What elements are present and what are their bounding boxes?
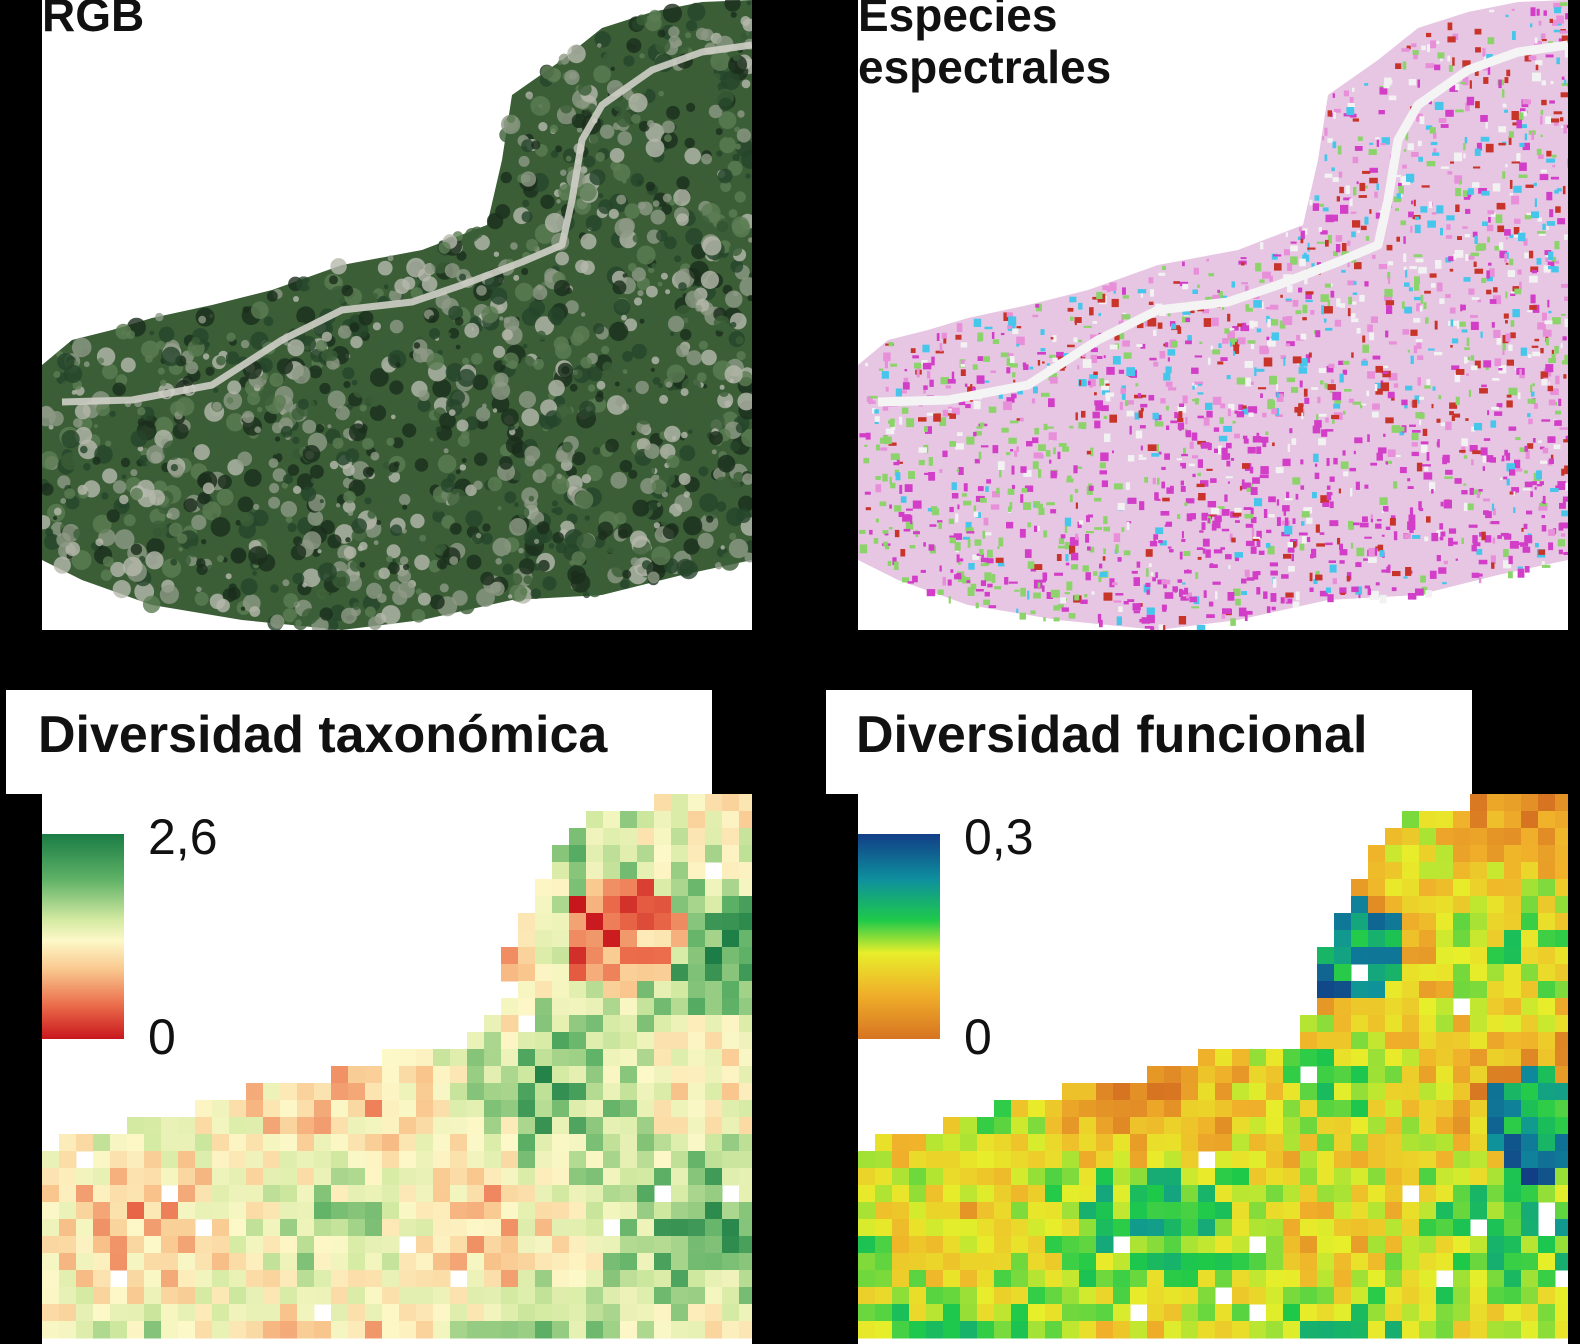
functional-header: Diversidad funcional — [826, 690, 1472, 794]
taxonomic-title: Diversidad taxonómica — [38, 706, 608, 764]
spectral-title-line2: espectrales — [858, 40, 1112, 93]
functional-color-scale — [858, 834, 940, 1039]
functional-diversity-map — [858, 794, 1568, 1339]
rgb-orthomosaic-image — [42, 0, 752, 630]
functional-diversity-panel: 0,3 0 — [858, 794, 1568, 1344]
rgb-panel-title: RGB — [42, 0, 145, 41]
taxonomic-color-scale — [42, 834, 124, 1039]
taxonomic-header: Diversidad taxonómica — [6, 690, 712, 794]
taxonomic-scale-max: 2,6 — [148, 809, 218, 865]
taxonomic-scale-min: 0 — [148, 1009, 176, 1065]
rgb-map-panel — [42, 0, 752, 630]
spectral-panel-title: Especies espectrales — [858, 0, 1111, 93]
spectral-species-panel — [858, 0, 1568, 630]
functional-scale-max: 0,3 — [964, 809, 1034, 865]
spectral-title-line1: Especies — [858, 0, 1058, 41]
taxonomic-diversity-map — [42, 794, 752, 1339]
taxonomic-diversity-panel: 2,6 0 — [42, 794, 752, 1344]
functional-title: Diversidad funcional — [856, 706, 1368, 764]
functional-scale-min: 0 — [964, 1009, 992, 1065]
spectral-species-map — [858, 0, 1568, 630]
